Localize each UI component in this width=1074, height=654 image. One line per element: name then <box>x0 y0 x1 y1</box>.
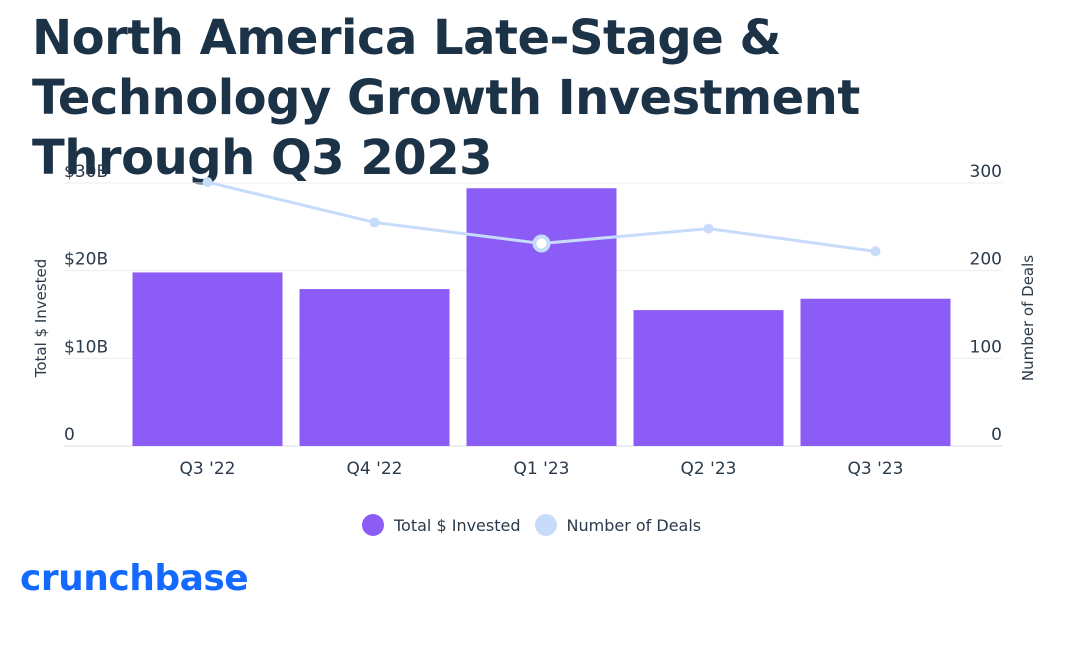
legend-item-invested: Total $ Invested <box>362 514 521 536</box>
right-axis-title: Number of Deals <box>1019 255 1037 381</box>
left-tick-label: $10B <box>64 337 108 357</box>
left-axis-ticks: 0 $10B $20B $30B <box>64 162 108 445</box>
left-tick-label: $20B <box>64 250 108 270</box>
bar <box>132 272 283 446</box>
chart-title: North America Late-Stage & Technology Gr… <box>32 10 860 186</box>
crunchbase-logo: crunchbase <box>20 558 249 599</box>
left-tick-label: 0 <box>64 425 75 445</box>
bar <box>633 310 784 446</box>
deals-point <box>870 246 881 257</box>
deals-point-highlighted <box>532 234 551 253</box>
x-tick-label: Q1 '23 <box>514 459 570 479</box>
deals-point <box>703 223 714 234</box>
bar <box>800 298 951 446</box>
legend-label-invested: Total $ Invested <box>394 515 521 535</box>
bar <box>466 188 617 446</box>
right-tick-label: 0 <box>991 425 1002 445</box>
x-axis-ticks: Q3 '22 Q4 '22 Q1 '23 Q2 '23 Q3 '23 <box>180 459 904 479</box>
legend-item-deals: Number of Deals <box>534 514 702 536</box>
x-tick-label: Q3 '22 <box>180 459 236 479</box>
chart: 0 $10B $20B $30B 0 100 200 300 Q3 '22 Q4 '22 Q1 … <box>32 162 1037 479</box>
deals-line <box>202 177 881 257</box>
x-tick-label: Q2 '23 <box>681 459 737 479</box>
legend: Total $ Invested Number of Deals <box>362 514 715 536</box>
x-tick-label: Q3 '23 <box>848 459 904 479</box>
deals-point <box>369 217 380 228</box>
right-tick-label: 100 <box>970 337 1002 357</box>
right-tick-label: 300 <box>970 162 1002 182</box>
right-tick-label: 200 <box>970 250 1002 270</box>
bars <box>132 188 951 446</box>
legend-swatch-deals <box>534 514 557 536</box>
right-axis-ticks: 0 100 200 300 <box>970 162 1002 445</box>
deals-point <box>202 177 213 188</box>
legend-swatch-invested <box>362 514 384 536</box>
left-tick-label: $30B <box>64 162 108 182</box>
left-axis-title: Total $ Invested <box>32 259 50 379</box>
x-tick-label: Q4 '22 <box>347 459 403 479</box>
legend-label-deals: Number of Deals <box>566 515 702 535</box>
bar <box>299 289 450 446</box>
